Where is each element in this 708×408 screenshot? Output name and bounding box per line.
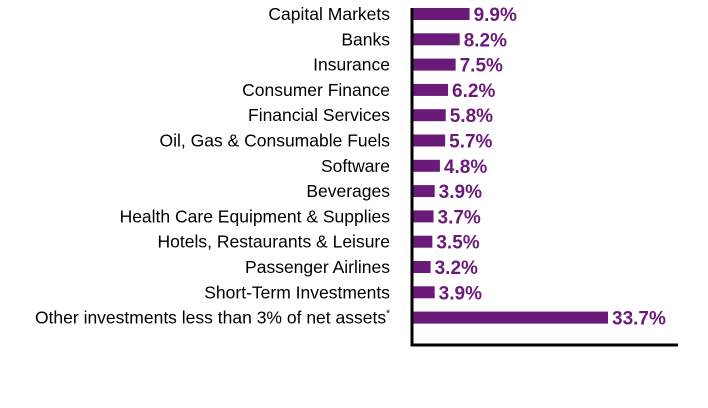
category-label: Beverages — [306, 181, 390, 201]
bar-9 — [412, 235, 433, 248]
bar-6 — [412, 159, 440, 172]
category-label: Banks — [341, 29, 390, 49]
bar-2 — [412, 58, 456, 71]
category-label: Consumer Finance — [242, 80, 390, 100]
bar-3 — [412, 83, 449, 96]
value-label: 3.9% — [439, 182, 482, 203]
value-label: 3.7% — [438, 207, 481, 228]
category-label: Other investments less than 3% of net as… — [35, 308, 390, 328]
bar-12 — [412, 311, 608, 324]
value-label: 3.5% — [436, 233, 479, 254]
category-label: Passenger Airlines — [245, 257, 390, 277]
bar-11 — [412, 286, 435, 299]
value-label: 5.7% — [449, 132, 492, 153]
category-label: Software — [321, 156, 390, 176]
bar-7 — [412, 185, 435, 198]
bars-group — [412, 8, 608, 324]
value-label: 7.5% — [460, 56, 503, 77]
category-label: Hotels, Restaurants & Leisure — [158, 232, 390, 252]
category-label: Capital Markets — [268, 4, 390, 24]
value-label: 5.8% — [450, 106, 493, 127]
value-label: 3.2% — [435, 258, 478, 279]
value-label: 6.2% — [452, 81, 495, 102]
bar-5 — [412, 134, 446, 147]
bar-1 — [412, 33, 460, 46]
value-label: 33.7% — [612, 309, 666, 330]
value-labels-group: 9.9% 8.2% 7.5% 6.2% 5.8% 5.7% 4.8% 3.9% 3.7% 3.5%… — [435, 5, 666, 330]
category-label: Oil, Gas & Consumable Fuels — [159, 131, 390, 151]
value-label: 4.8% — [444, 157, 487, 178]
bar-0 — [412, 8, 470, 20]
bar-10 — [412, 261, 431, 273]
footnote-mark: * — [386, 309, 390, 320]
value-label: 8.2% — [464, 30, 507, 51]
category-label: Short-Term Investments — [204, 282, 390, 302]
category-label: Insurance — [313, 55, 390, 75]
category-label: Financial Services — [248, 105, 390, 125]
value-label: 9.9% — [474, 5, 517, 26]
bar-4 — [412, 109, 446, 122]
category-labels-group: Capital Markets Banks Insurance Consumer Fi… — [35, 4, 390, 328]
value-label: 3.9% — [439, 283, 482, 304]
category-label: Health Care Equipment & Supplies — [120, 206, 391, 226]
bar-8 — [412, 210, 434, 223]
